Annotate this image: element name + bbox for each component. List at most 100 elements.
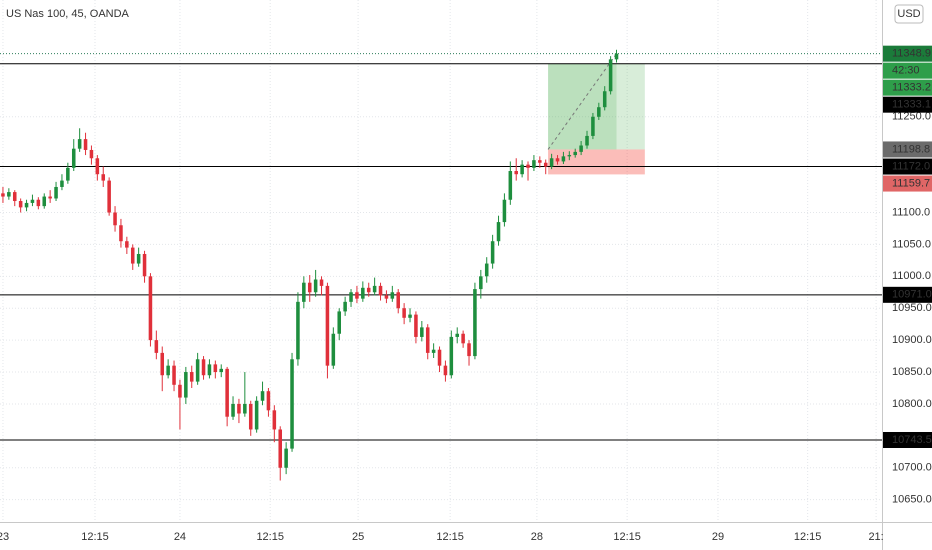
candle-body [355, 292, 359, 299]
candle-body [579, 145, 583, 152]
candle-body [95, 158, 100, 175]
x-tick-label: 28 [531, 531, 543, 543]
candle-body [473, 289, 477, 357]
candle-body [302, 282, 306, 302]
candle-body [331, 333, 336, 366]
candle-body [213, 364, 218, 373]
candle-body [549, 158, 554, 167]
candle-body [89, 149, 94, 159]
candle-body [425, 327, 430, 353]
y-tick-label: 11000.0 [892, 270, 931, 282]
candle-body [384, 295, 389, 299]
x-tick-label: 12:15 [436, 531, 464, 543]
y-tick-label: 10700.0 [892, 462, 932, 474]
price-badge-label: 10743.5 [892, 434, 932, 446]
y-tick-label: 10650.0 [892, 494, 932, 506]
candle-body [420, 327, 424, 337]
y-tick-label: 11100.0 [892, 206, 930, 218]
price-badge [883, 45, 932, 62]
price-badge-label: 11348.9 [892, 48, 931, 60]
candle-body [378, 285, 383, 296]
price-badge [883, 286, 932, 303]
candle-body [313, 279, 318, 293]
currency: USD [897, 8, 920, 20]
candle-body [207, 364, 212, 376]
candle-body [414, 314, 418, 337]
candle-body [455, 333, 459, 337]
candle-body [467, 343, 471, 357]
candle-body [585, 135, 589, 146]
currency-badge[interactable] [894, 4, 924, 24]
candle-body [125, 241, 129, 248]
y-tick-label: 11250.0 [892, 111, 931, 123]
candle-body [60, 180, 64, 187]
candle-body [24, 202, 29, 208]
candle-body [349, 292, 353, 302]
y-tick-label: 10900.0 [892, 334, 932, 346]
x-tick-label: 12:15 [256, 531, 284, 543]
candle-body [502, 199, 507, 223]
candle-body [148, 276, 153, 341]
candle-body [496, 222, 501, 242]
candle-body [431, 349, 436, 353]
candle-body [337, 311, 342, 334]
candle-body [408, 314, 412, 318]
candle-body [437, 349, 442, 366]
candle-body [361, 287, 365, 299]
candle-body [278, 429, 283, 468]
candle-body [449, 336, 454, 376]
candle-body [555, 158, 560, 162]
candle-body [71, 148, 76, 168]
candle-body [54, 186, 58, 199]
x-tick-label: 12:15 [613, 531, 641, 543]
chart-title: US Nas 100, 45, OANDA [6, 8, 130, 20]
candle-body [372, 285, 377, 293]
candle-body [614, 53, 619, 60]
candle-body [30, 199, 35, 203]
candle-body [42, 196, 47, 207]
price-badge-label: 42:30 [892, 65, 920, 77]
candle-body [325, 285, 330, 366]
candle-body [390, 292, 395, 299]
price-badge-label: 10971.0 [892, 289, 932, 301]
x-tick-label: 29 [712, 531, 724, 543]
y-tick-label: 10800.0 [892, 398, 932, 410]
candle-body [154, 340, 159, 353]
candle-body [237, 403, 241, 414]
candle-body [172, 365, 176, 385]
candle-body [113, 212, 117, 226]
x-tick-label: 25 [352, 531, 364, 543]
candle-body [260, 391, 265, 401]
candle-body [7, 192, 11, 197]
candle-body [532, 160, 536, 168]
candle-body [107, 180, 111, 213]
price-badge [883, 62, 932, 79]
candle-body [561, 156, 566, 162]
y-tick-label: 11050.0 [892, 238, 931, 250]
candle-body [36, 199, 41, 207]
candle-body [18, 201, 23, 208]
position-loss-zone [548, 149, 645, 175]
candle-body [272, 410, 277, 430]
candle-body [543, 162, 548, 167]
plot [0, 0, 882, 522]
price-badge [883, 96, 932, 113]
candle-body [608, 59, 613, 92]
candle-body [520, 164, 524, 175]
candle-body [178, 384, 182, 398]
candle-body [597, 107, 601, 117]
candle-body [591, 116, 595, 136]
candle-body [443, 365, 448, 376]
candle-body [573, 151, 577, 156]
candle-body [307, 282, 312, 293]
price-badge [883, 158, 932, 175]
candle-body [83, 139, 88, 150]
candle-body [396, 292, 400, 309]
candle-body [319, 279, 324, 286]
candle-body [538, 160, 542, 163]
candle-body [402, 308, 406, 318]
candle-body [189, 372, 194, 382]
candle-body [130, 247, 135, 264]
candle-body [119, 225, 123, 242]
